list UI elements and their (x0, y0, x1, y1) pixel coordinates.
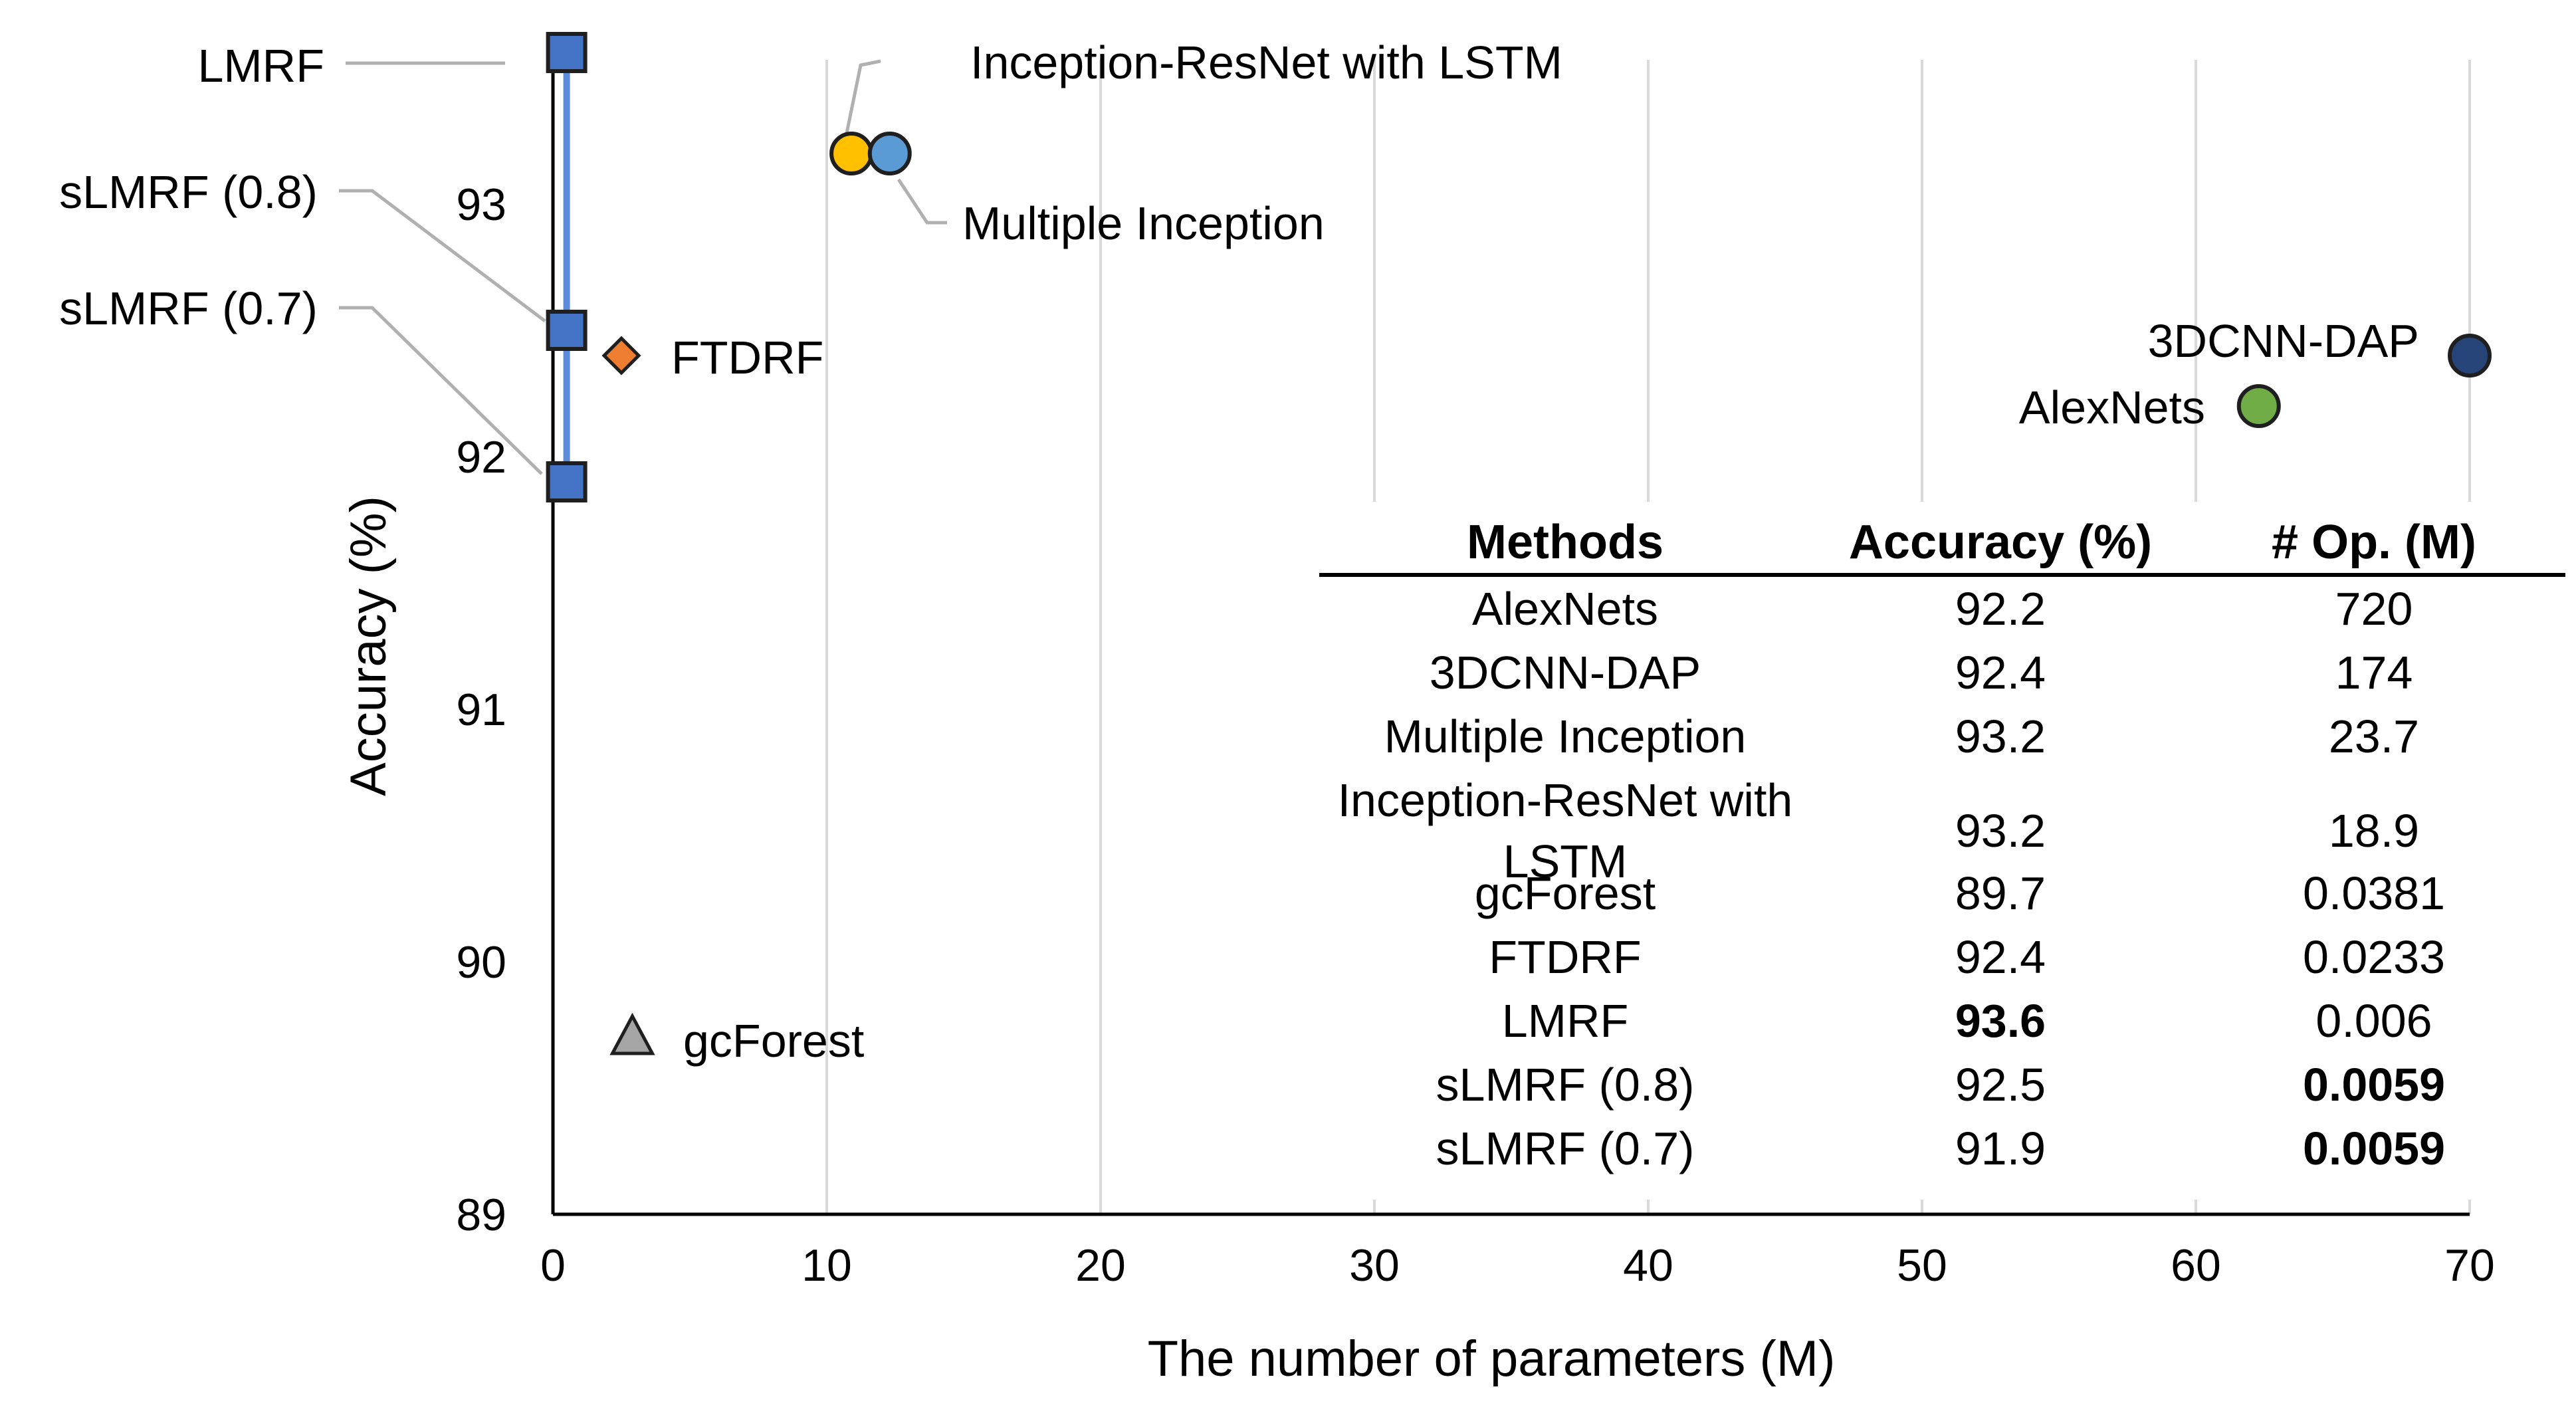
table-cell-method: Inception-ResNet with (1338, 774, 1793, 826)
table-cell-accuracy: 91.9 (1955, 1123, 2046, 1174)
table-cell-method: AlexNets (1472, 583, 1658, 635)
x-tick-label: 30 (1349, 1240, 1400, 1291)
table-cell-method: gcForest (1475, 867, 1656, 919)
x-tick-label: 40 (1623, 1240, 1673, 1291)
x-tick-label: 70 (2444, 1240, 2495, 1291)
y-tick-label: 90 (456, 937, 506, 988)
leader-line-inception-resnet-with-lstm (843, 59, 881, 140)
label-gcforest: gcForest (683, 1015, 864, 1067)
table-cell-ops: 0.0381 (2303, 867, 2445, 919)
label-slmrf-0-8: sLMRF (0.8) (59, 166, 318, 218)
table-row-3dcnn-dap: 3DCNN-DAP 92.4 174 (1430, 647, 2413, 699)
table-row-inception-resnet-with-lstm: Inception-ResNet with LSTM 93.2 18.9 (1338, 774, 2420, 887)
table-row-gcforest: gcForest 89.7 0.0381 (1475, 867, 2445, 919)
table-background (1313, 502, 2569, 1200)
y-tick-label: 89 (456, 1190, 506, 1240)
point-ftdrf (601, 336, 641, 376)
point-lmrf (546, 32, 588, 73)
point-slmrf-0-8 (546, 310, 588, 351)
table-header-op-m: # Op. (M) (2272, 516, 2476, 569)
table-cell-method: 3DCNN-DAP (1430, 647, 1701, 699)
table-cell-accuracy: 92.5 (1955, 1059, 2046, 1111)
point-alexnets (2236, 384, 2281, 428)
label-ftdrf: FTDRF (671, 332, 823, 383)
point-multiple-inception (867, 132, 912, 175)
table-row-slmrf-0-7: sLMRF (0.7) 91.9 0.0059 (1436, 1123, 2446, 1174)
x-tick-label: 20 (1075, 1240, 1126, 1291)
table-cell-method: Multiple Inception (1384, 710, 1747, 762)
table-row-lmrf: LMRF 93.6 0.006 (1502, 995, 2432, 1047)
table-cell-accuracy: 93.2 (1955, 710, 2046, 762)
table-cell-accuracy: 92.2 (1955, 583, 2046, 635)
label-multiple-inception: Multiple Inception (962, 197, 1325, 249)
y-tick-label: 93 (456, 179, 506, 230)
table-cell-method: sLMRF (0.8) (1436, 1059, 1695, 1111)
label-3dcnn-dap: 3DCNN-DAP (2148, 315, 2419, 367)
table-row-multiple-inception: Multiple Inception 93.2 23.7 (1384, 710, 2420, 762)
table-cell-method: LSTM (1503, 835, 1628, 887)
table-cell-method: sLMRF (0.7) (1436, 1123, 1695, 1174)
point-3dcnn-dap (2448, 334, 2492, 378)
table-cell-accuracy: 92.4 (1955, 931, 2046, 983)
x-tick-label: 10 (802, 1240, 852, 1291)
table-row-alexnets: AlexNets 92.2 720 (1472, 583, 2413, 635)
x-tick-label: 50 (1897, 1240, 1947, 1291)
table-row-ftdrf: FTDRF 92.4 0.0233 (1489, 931, 2445, 983)
table-cell-accuracy: 89.7 (1955, 867, 2046, 919)
label-alexnets: AlexNets (2019, 382, 2205, 433)
table-cell-method: LMRF (1502, 995, 1629, 1047)
table-row-slmrf-0-8: sLMRF (0.8) 92.5 0.0059 (1436, 1059, 2446, 1111)
table-cell-accuracy: 93.6 (1955, 995, 2046, 1047)
table-header-methods: Methods (1467, 516, 1664, 569)
point-slmrf-0-7 (546, 461, 588, 502)
table-cell-ops: 0.0059 (2303, 1123, 2445, 1174)
table-cell-ops: 0.0233 (2303, 931, 2445, 983)
table-cell-ops: 174 (2335, 647, 2413, 699)
label-lmrf: LMRF (197, 40, 324, 92)
table-cell-accuracy: 92.4 (1955, 647, 2046, 699)
table-cell-method: FTDRF (1489, 931, 1641, 983)
table-header-accuracy: Accuracy (%) (1849, 516, 2152, 569)
table-cell-ops: 18.9 (2329, 805, 2419, 857)
table-cell-ops: 0.0059 (2303, 1059, 2445, 1111)
point-inception-resnet-with-lstm (829, 132, 874, 175)
label-inception-resnet-with-lstm: Inception-ResNet with LSTM (970, 37, 1562, 88)
table-cell-accuracy: 93.2 (1955, 805, 2046, 857)
leader-line-slmrf-0-8 (339, 189, 546, 322)
y-tick-label: 91 (456, 685, 506, 735)
x-axis-title: The number of parameters (M) (1148, 1331, 1836, 1387)
table-cell-ops: 23.7 (2329, 710, 2419, 762)
y-tick-label: 92 (456, 432, 506, 483)
table-cell-ops: 0.006 (2315, 995, 2432, 1047)
x-tick-label: 0 (540, 1240, 566, 1291)
table-cell-ops: 720 (2335, 583, 2413, 635)
y-axis-title: Accuracy (%) (340, 496, 397, 796)
label-slmrf-0-7: sLMRF (0.7) (59, 282, 318, 334)
leader-line-slmrf-0-7 (339, 306, 543, 475)
point-gcforest (609, 1012, 655, 1055)
leader-line-multiple-inception (897, 178, 947, 225)
x-tick-label: 60 (2171, 1240, 2221, 1291)
